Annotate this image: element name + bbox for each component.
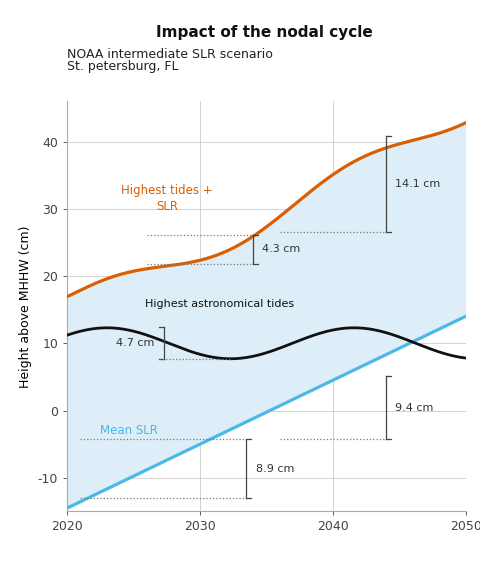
Y-axis label: Height above MHHW (cm): Height above MHHW (cm) — [19, 225, 32, 388]
Text: 4.7 cm: 4.7 cm — [117, 338, 155, 348]
Text: 4.3 cm: 4.3 cm — [263, 244, 300, 255]
Text: 9.4 cm: 9.4 cm — [395, 403, 433, 413]
Text: 14.1 cm: 14.1 cm — [395, 179, 441, 189]
Text: NOAA intermediate SLR scenario: NOAA intermediate SLR scenario — [67, 48, 273, 61]
Text: St. petersburg, FL: St. petersburg, FL — [67, 60, 179, 73]
Text: Mean SLR: Mean SLR — [100, 424, 158, 437]
Text: Highest astronomical tides: Highest astronomical tides — [145, 300, 295, 309]
Text: 8.9 cm: 8.9 cm — [256, 464, 294, 474]
Text: Impact of the nodal cycle: Impact of the nodal cycle — [156, 25, 372, 40]
Text: Highest tides +
SLR: Highest tides + SLR — [121, 184, 213, 213]
